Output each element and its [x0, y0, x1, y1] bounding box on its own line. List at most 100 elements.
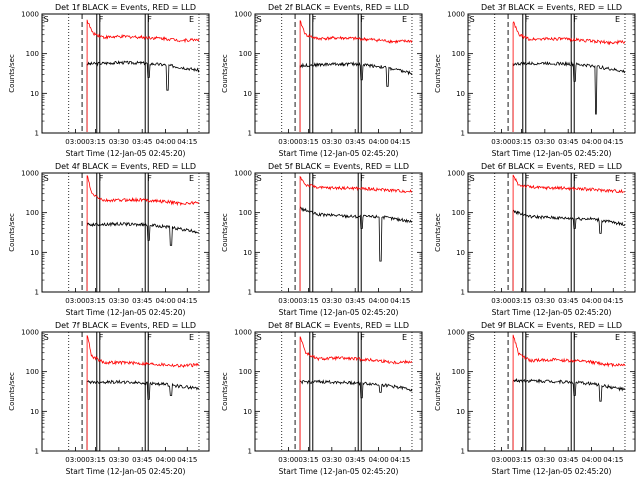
events-series-line: [512, 377, 626, 450]
interval-marker-S: S: [257, 15, 262, 24]
interval-marker-F: F: [147, 333, 152, 342]
panel-title: Det 4f BLACK = Events, RED = LLD: [55, 162, 196, 171]
x-tick-label: 03:45: [558, 297, 578, 305]
interval-marker-F: F: [525, 333, 530, 342]
x-tick-label: 03:00: [278, 456, 298, 464]
events-series-line: [299, 61, 413, 132]
x-tick-label: 03:15: [85, 456, 105, 464]
y-tick-label: 1: [35, 289, 39, 297]
plot-frame: [41, 13, 210, 134]
interval-marker-F: F: [312, 174, 317, 183]
x-tick-label: 04:15: [603, 456, 623, 464]
lld-series-line: [86, 175, 200, 291]
interval-marker-F: F: [360, 174, 365, 183]
panel-det-9: Det 9f BLACK = Events, RED = LLD Counts/s…: [434, 321, 636, 476]
plot-frame: [254, 172, 423, 293]
x-tick-label: 03:15: [85, 297, 105, 305]
lld-series-line: [299, 175, 413, 291]
x-tick-label: 03:15: [298, 297, 318, 305]
y-tick-label: 10: [30, 408, 39, 416]
y-tick-label: 1000: [447, 11, 465, 19]
x-tick-label: 03:30: [535, 456, 555, 464]
events-series-line: [512, 209, 626, 291]
x-tick-label: 03:00: [491, 456, 511, 464]
plot-frame: [41, 172, 210, 293]
x-tick-label: 03:30: [535, 297, 555, 305]
x-tick-label: 03:30: [109, 456, 129, 464]
plot-frame: [467, 331, 636, 452]
x-tick-label: 03:15: [511, 138, 531, 146]
x-tick-label: 03:15: [511, 456, 531, 464]
y-tick-label: 1000: [234, 170, 252, 178]
x-tick-label: 03:30: [535, 138, 555, 146]
interval-marker-S: S: [470, 333, 475, 342]
x-tick-label: 04:00: [155, 456, 175, 464]
x-tick-label: 03:45: [345, 138, 365, 146]
x-tick-label: 03:45: [345, 456, 365, 464]
y-tick-label: 1: [35, 130, 39, 138]
panel-title: Det 3f BLACK = Events, RED = LLD: [481, 3, 622, 12]
x-tick-label: 03:15: [298, 138, 318, 146]
y-axis-label: Counts/sec: [434, 54, 442, 93]
y-tick-label: 1: [461, 448, 465, 456]
x-tick-label: 03:00: [278, 297, 298, 305]
y-tick-label: 1: [248, 130, 252, 138]
plot-frame: [467, 13, 636, 134]
x-tick-label: 03:00: [65, 138, 85, 146]
x-tick-label: 04:15: [390, 456, 410, 464]
x-tick-label: 03:15: [85, 138, 105, 146]
y-tick-label: 10: [243, 408, 252, 416]
x-tick-label: 03:45: [132, 456, 152, 464]
y-tick-label: 1000: [447, 329, 465, 337]
x-axis-label: Start Time (12-Jan-05 02:45:20): [66, 308, 186, 317]
events-series-line: [299, 379, 413, 450]
x-tick-label: 04:15: [177, 456, 197, 464]
x-axis-label: Start Time (12-Jan-05 02:45:20): [66, 149, 186, 158]
x-tick-label: 04:00: [581, 138, 601, 146]
lld-series-line: [299, 336, 413, 450]
y-tick-label: 1: [35, 448, 39, 456]
x-tick-label: 04:15: [603, 297, 623, 305]
x-tick-label: 03:30: [322, 138, 342, 146]
y-tick-label: 10: [456, 408, 465, 416]
y-axis-label: Counts/sec: [8, 372, 16, 411]
panel-det-5: Det 5f BLACK = Events, RED = LLD Counts/s…: [221, 162, 423, 317]
x-tick-label: 04:00: [368, 456, 388, 464]
x-tick-label: 03:45: [558, 138, 578, 146]
lld-series-line: [86, 335, 200, 450]
x-tick-label: 04:00: [368, 297, 388, 305]
interval-marker-F: F: [573, 15, 578, 24]
y-axis-label: Counts/sec: [8, 54, 16, 93]
interval-marker-E: E: [402, 174, 407, 183]
interval-marker-S: S: [257, 174, 262, 183]
y-axis-label: Counts/sec: [221, 213, 229, 252]
y-tick-label: 1: [461, 289, 465, 297]
x-tick-label: 04:15: [177, 138, 197, 146]
x-tick-label: 03:30: [109, 297, 129, 305]
y-tick-label: 10: [456, 90, 465, 98]
y-tick-label: 100: [26, 209, 39, 217]
y-tick-label: 100: [26, 368, 39, 376]
interval-marker-F: F: [99, 15, 104, 24]
events-series-line: [86, 379, 200, 450]
events-series-line: [86, 60, 200, 132]
lld-series-line: [86, 19, 200, 132]
panel-det-6: Det 6f BLACK = Events, RED = LLD Counts/s…: [434, 162, 636, 317]
y-tick-label: 10: [243, 249, 252, 257]
panel-title: Det 1f BLACK = Events, RED = LLD: [55, 3, 196, 12]
x-tick-label: 03:00: [65, 456, 85, 464]
events-series-line: [299, 206, 413, 291]
events-series-line: [86, 221, 200, 291]
panel-det-7: Det 7f BLACK = Events, RED = LLD Counts/s…: [8, 321, 210, 476]
y-tick-label: 10: [30, 90, 39, 98]
y-axis-label: Counts/sec: [8, 213, 16, 252]
interval-marker-F: F: [99, 174, 104, 183]
y-tick-label: 1000: [234, 329, 252, 337]
y-tick-label: 100: [239, 209, 252, 217]
x-tick-label: 03:15: [511, 297, 531, 305]
lld-series-line: [512, 21, 626, 132]
x-tick-label: 03:15: [298, 456, 318, 464]
y-tick-label: 100: [452, 368, 465, 376]
x-axis-label: Start Time (12-Jan-05 02:45:20): [279, 467, 399, 476]
panel-det-4: Det 4f BLACK = Events, RED = LLD Counts/s…: [8, 162, 210, 317]
